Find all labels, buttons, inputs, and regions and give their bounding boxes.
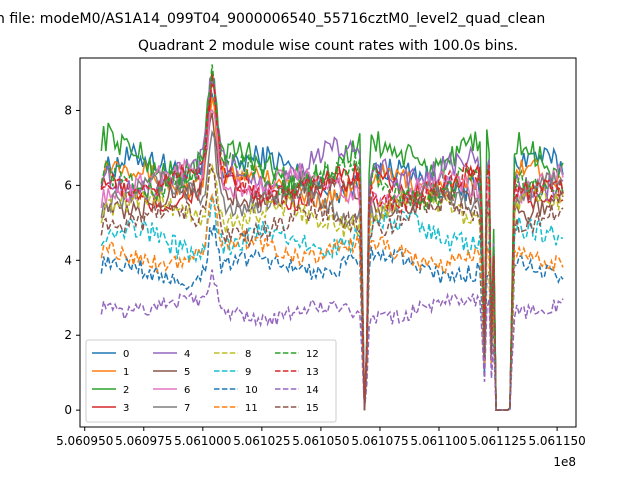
legend-label-5: 5 [184, 367, 190, 378]
x-tick-label: 5.060975 [115, 434, 172, 448]
x-tick-label: 5.061125 [469, 434, 526, 448]
legend-label-0: 0 [123, 349, 129, 360]
y-tick-label: 0 [64, 403, 72, 417]
legend-label-15: 15 [306, 403, 319, 414]
legend-label-14: 14 [306, 385, 319, 396]
legend-label-9: 9 [245, 367, 251, 378]
x-tick-label: 5.061025 [233, 434, 290, 448]
legend-label-12: 12 [306, 349, 319, 360]
y-axis: 0 2 4 6 8 [64, 103, 80, 417]
legend-label-8: 8 [245, 349, 251, 360]
chart-title: Quadrant 2 module wise count rates with … [138, 38, 518, 54]
legend-label-3: 3 [123, 403, 129, 414]
series-line-8 [100, 162, 564, 411]
series-layer [100, 64, 564, 411]
x-axis: 5.060950 5.060975 5.061000 5.061025 5.061050… [56, 427, 586, 448]
series-line-9 [100, 195, 564, 411]
y-tick-label: 2 [64, 328, 72, 342]
series-line-14 [100, 269, 564, 411]
x-tick-label: 5.061150 [528, 434, 585, 448]
x-tick-label: 5.061000 [174, 434, 231, 448]
legend-label-10: 10 [245, 385, 258, 396]
legend-label-7: 7 [184, 403, 190, 414]
x-offset-label: 1e8 [553, 455, 576, 469]
y-tick-label: 8 [64, 103, 72, 117]
legend-box [85, 339, 337, 423]
legend-label-13: 13 [306, 367, 319, 378]
plot-frame [79, 57, 577, 428]
legend-label-1: 1 [123, 367, 129, 378]
y-tick-label: 6 [64, 178, 72, 192]
legend-label-4: 4 [184, 349, 190, 360]
x-tick-label: 5.061100 [410, 434, 467, 448]
legend-label-2: 2 [123, 385, 129, 396]
figure-suptitle: n file: modeM0/AS1A14_099T04_9000006540_… [0, 11, 545, 27]
series-line-15 [100, 163, 564, 411]
legend-label-11: 11 [245, 403, 258, 414]
series-line-13 [100, 83, 564, 411]
x-tick-label: 5.060950 [56, 434, 113, 448]
legend-label-6: 6 [184, 385, 190, 396]
x-tick-label: 5.061050 [292, 434, 349, 448]
y-tick-label: 4 [64, 253, 72, 267]
x-tick-label: 5.061075 [351, 434, 408, 448]
